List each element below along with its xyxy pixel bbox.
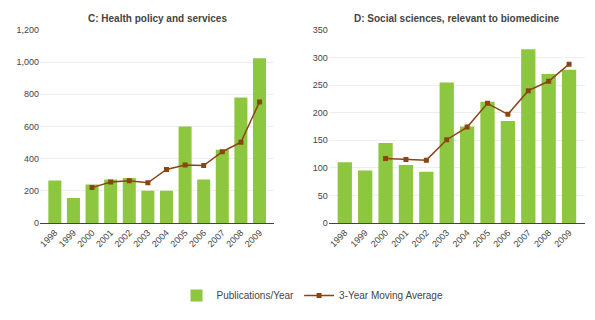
svg-text:300: 300	[313, 53, 328, 63]
svg-text:2007: 2007	[512, 228, 533, 249]
svg-text:0: 0	[323, 218, 328, 228]
svg-text:3-Year Moving Average: 3-Year Moving Average	[339, 290, 443, 301]
svg-text:250: 250	[313, 80, 328, 90]
svg-text:2006: 2006	[187, 228, 208, 249]
svg-text:2001: 2001	[389, 228, 410, 249]
svg-text:2008: 2008	[532, 228, 553, 249]
svg-text:0: 0	[34, 218, 39, 228]
svg-text:2001: 2001	[94, 228, 115, 249]
svg-text:1999: 1999	[57, 228, 78, 249]
svg-text:1998: 1998	[328, 228, 349, 249]
svg-text:2002: 2002	[113, 228, 134, 249]
svg-text:Publications/Year: Publications/Year	[217, 290, 295, 301]
svg-text:C: Health policy and services: C: Health policy and services	[88, 13, 227, 24]
svg-text:2004: 2004	[150, 228, 171, 249]
svg-text:2009: 2009	[243, 228, 264, 249]
svg-text:2002: 2002	[410, 228, 431, 249]
svg-text:2008: 2008	[224, 228, 245, 249]
svg-text:2003: 2003	[430, 228, 451, 249]
svg-text:D: Social sciences, relevant t: D: Social sciences, relevant to biomedic…	[354, 13, 560, 24]
svg-text:400: 400	[24, 154, 39, 164]
svg-text:1,200: 1,200	[16, 25, 39, 35]
svg-text:800: 800	[24, 89, 39, 99]
svg-text:200: 200	[313, 108, 328, 118]
svg-text:2000: 2000	[369, 228, 390, 249]
svg-text:2006: 2006	[491, 228, 512, 249]
svg-text:200: 200	[24, 186, 39, 196]
svg-text:1998: 1998	[38, 228, 59, 249]
svg-text:350: 350	[313, 25, 328, 35]
svg-text:1999: 1999	[349, 228, 370, 249]
svg-text:2005: 2005	[168, 228, 189, 249]
svg-text:50: 50	[318, 191, 328, 201]
svg-text:2004: 2004	[450, 228, 471, 249]
svg-text:1,000: 1,000	[16, 57, 39, 67]
svg-text:2009: 2009	[552, 228, 573, 249]
svg-text:2005: 2005	[471, 228, 492, 249]
svg-text:2007: 2007	[206, 228, 227, 249]
svg-text:100: 100	[313, 163, 328, 173]
svg-text:600: 600	[24, 122, 39, 132]
svg-text:2000: 2000	[75, 228, 96, 249]
svg-text:150: 150	[313, 135, 328, 145]
svg-text:2003: 2003	[131, 228, 152, 249]
